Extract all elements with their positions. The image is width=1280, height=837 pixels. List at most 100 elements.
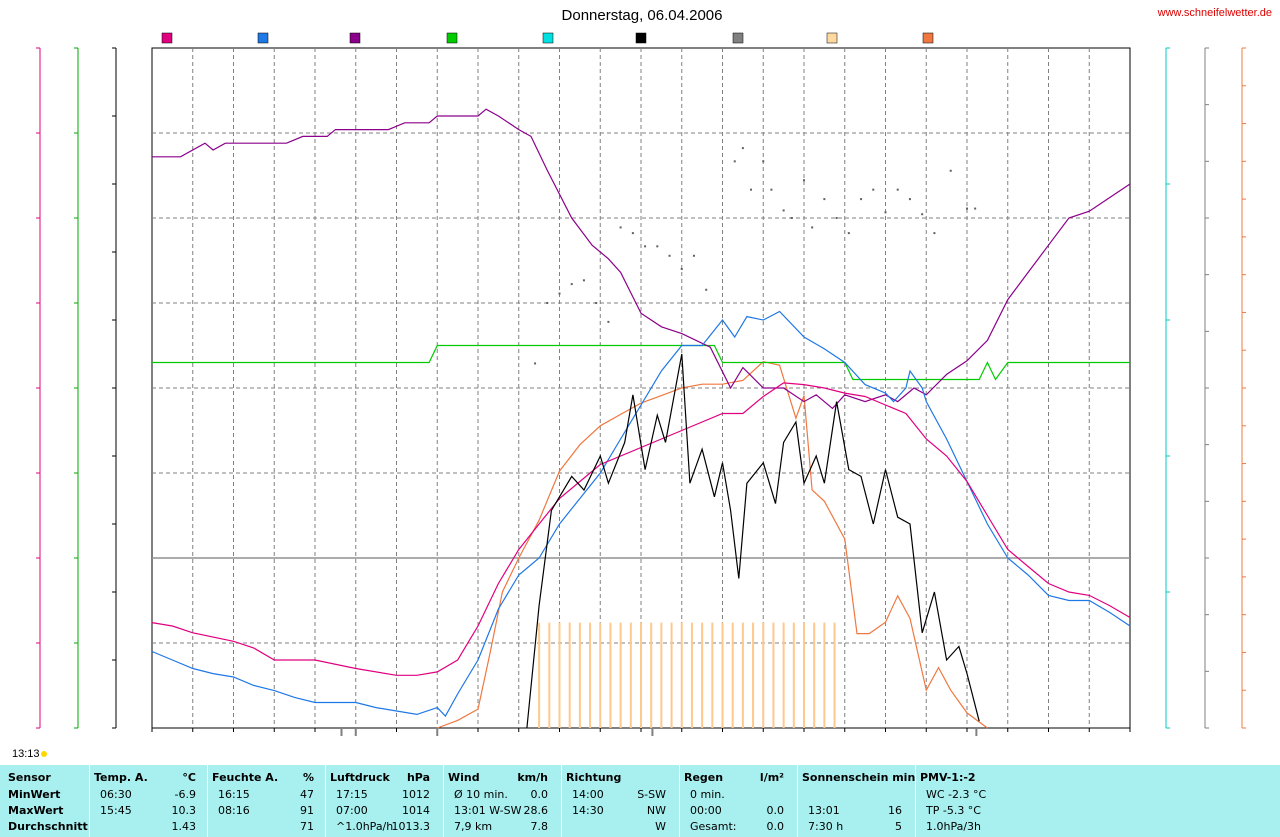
chart-title: Donnerstag, 06.04.2006 bbox=[562, 7, 723, 24]
legend-swatch bbox=[922, 32, 934, 44]
time-marker bbox=[651, 728, 654, 736]
direction-point bbox=[847, 232, 850, 235]
cell-left: 06:30 bbox=[100, 788, 132, 801]
column-unit: % bbox=[302, 771, 314, 784]
time-marker bbox=[340, 728, 343, 736]
row-label: MaxWert bbox=[8, 804, 64, 817]
direction-point bbox=[668, 254, 671, 257]
direction-point bbox=[908, 198, 911, 201]
series-line-helligkeit bbox=[437, 360, 988, 729]
row-label: Sensor bbox=[8, 771, 51, 784]
cell-left: 07:00 bbox=[336, 804, 368, 817]
sun-icon bbox=[41, 751, 47, 757]
direction-point bbox=[790, 217, 793, 219]
cell-left: 13:01 bbox=[808, 804, 840, 817]
direction-point bbox=[705, 288, 708, 291]
series-line-wind bbox=[526, 353, 980, 729]
footer-time: 13:13 bbox=[12, 748, 40, 760]
legend-swatch bbox=[161, 32, 173, 44]
cell-value: 28.6 bbox=[523, 804, 549, 817]
column-title: Sonnenschein min bbox=[802, 771, 916, 784]
column-title: Wind bbox=[448, 771, 480, 784]
series-line-temp-2 bbox=[151, 310, 1131, 718]
weather-chart: Donnerstag, 06.04.2006 www.schneifelwett… bbox=[12, 7, 1272, 760]
direction-point bbox=[680, 268, 683, 270]
column-title: Feuchte A. bbox=[212, 771, 279, 784]
legend-swatch bbox=[732, 32, 744, 44]
direction-point bbox=[733, 160, 736, 163]
cell-value: S-SW bbox=[637, 788, 666, 801]
chart-legend bbox=[161, 32, 934, 44]
direction-point bbox=[619, 226, 622, 229]
cell-value: 0.0 bbox=[766, 804, 785, 817]
series-line-temp-a- bbox=[151, 382, 1131, 676]
site-url: www.schneifelwetter.de bbox=[1157, 7, 1272, 19]
cell-left: 00:00 bbox=[690, 804, 722, 817]
series-line-feuchte-a- bbox=[152, 108, 1131, 410]
direction-point bbox=[835, 217, 838, 219]
row-label: MinWert bbox=[8, 788, 61, 801]
direction-point bbox=[595, 302, 598, 304]
cell-left: Gesamt: bbox=[690, 820, 737, 833]
time-marker bbox=[975, 728, 978, 736]
legend-swatch bbox=[446, 32, 458, 44]
direction-point bbox=[607, 320, 610, 323]
direction-point bbox=[750, 188, 753, 191]
column-title: PMV-1:-2 bbox=[920, 771, 976, 784]
cell-value: 0.0 bbox=[766, 820, 785, 833]
cell-value: 1014 bbox=[402, 804, 430, 817]
series-line-luftdruck bbox=[152, 344, 1130, 381]
direction-point bbox=[741, 147, 744, 150]
direction-point bbox=[534, 362, 537, 365]
cell-value: 71 bbox=[300, 820, 314, 833]
direction-point bbox=[933, 232, 936, 235]
direction-point bbox=[631, 232, 634, 235]
cell-left: 17:15 bbox=[336, 788, 368, 801]
direction-point bbox=[974, 207, 977, 210]
cell-value: -6.9 bbox=[174, 788, 196, 801]
cell-left: 14:00 bbox=[572, 788, 604, 801]
table-column-separator bbox=[915, 765, 916, 837]
direction-point bbox=[644, 245, 647, 248]
direction-point bbox=[823, 198, 826, 201]
direction-point bbox=[570, 283, 573, 286]
cell-left: 08:16 bbox=[218, 804, 250, 817]
direction-point bbox=[860, 198, 863, 201]
cell-left: Ø 10 min. bbox=[454, 788, 508, 801]
table-column-separator bbox=[443, 765, 444, 837]
direction-point bbox=[811, 226, 814, 229]
cell-value: 7.8 bbox=[530, 820, 549, 833]
direction-point bbox=[884, 211, 887, 214]
cell-left: WC -2.3 °C bbox=[926, 788, 987, 801]
time-marker bbox=[354, 728, 357, 736]
column-title: Richtung bbox=[566, 771, 622, 784]
cell-left: 16:15 bbox=[218, 788, 250, 801]
chart-series bbox=[151, 108, 1131, 729]
cell-left: 7:30 h bbox=[808, 820, 844, 833]
direction-point bbox=[872, 188, 875, 191]
direction-point bbox=[921, 213, 924, 216]
legend-swatch bbox=[257, 32, 269, 44]
cell-left: 1.0hPa/3h bbox=[926, 820, 982, 833]
legend-swatch bbox=[349, 32, 361, 44]
cell-value: 16 bbox=[888, 804, 902, 817]
cell-value: 1.43 bbox=[171, 820, 197, 833]
legend-swatch bbox=[635, 32, 647, 44]
cell-left: 0 min. bbox=[690, 788, 725, 801]
cell-value: 91 bbox=[300, 804, 314, 817]
column-unit: km/h bbox=[517, 771, 548, 784]
stats-table bbox=[0, 765, 1280, 837]
direction-point bbox=[546, 302, 549, 304]
chart-axes bbox=[36, 47, 1246, 736]
cell-value: 1012 bbox=[402, 788, 430, 801]
column-title: Luftdruck bbox=[330, 771, 390, 784]
column-unit: hPa bbox=[406, 771, 430, 784]
direction-point bbox=[896, 188, 899, 191]
table-column-separator bbox=[89, 765, 90, 837]
direction-point bbox=[558, 292, 561, 295]
table-column-separator bbox=[797, 765, 798, 837]
column-unit: l/m² bbox=[759, 771, 784, 784]
legend-swatch bbox=[826, 32, 838, 44]
cell-value: NW bbox=[646, 804, 666, 817]
direction-point bbox=[770, 188, 773, 191]
